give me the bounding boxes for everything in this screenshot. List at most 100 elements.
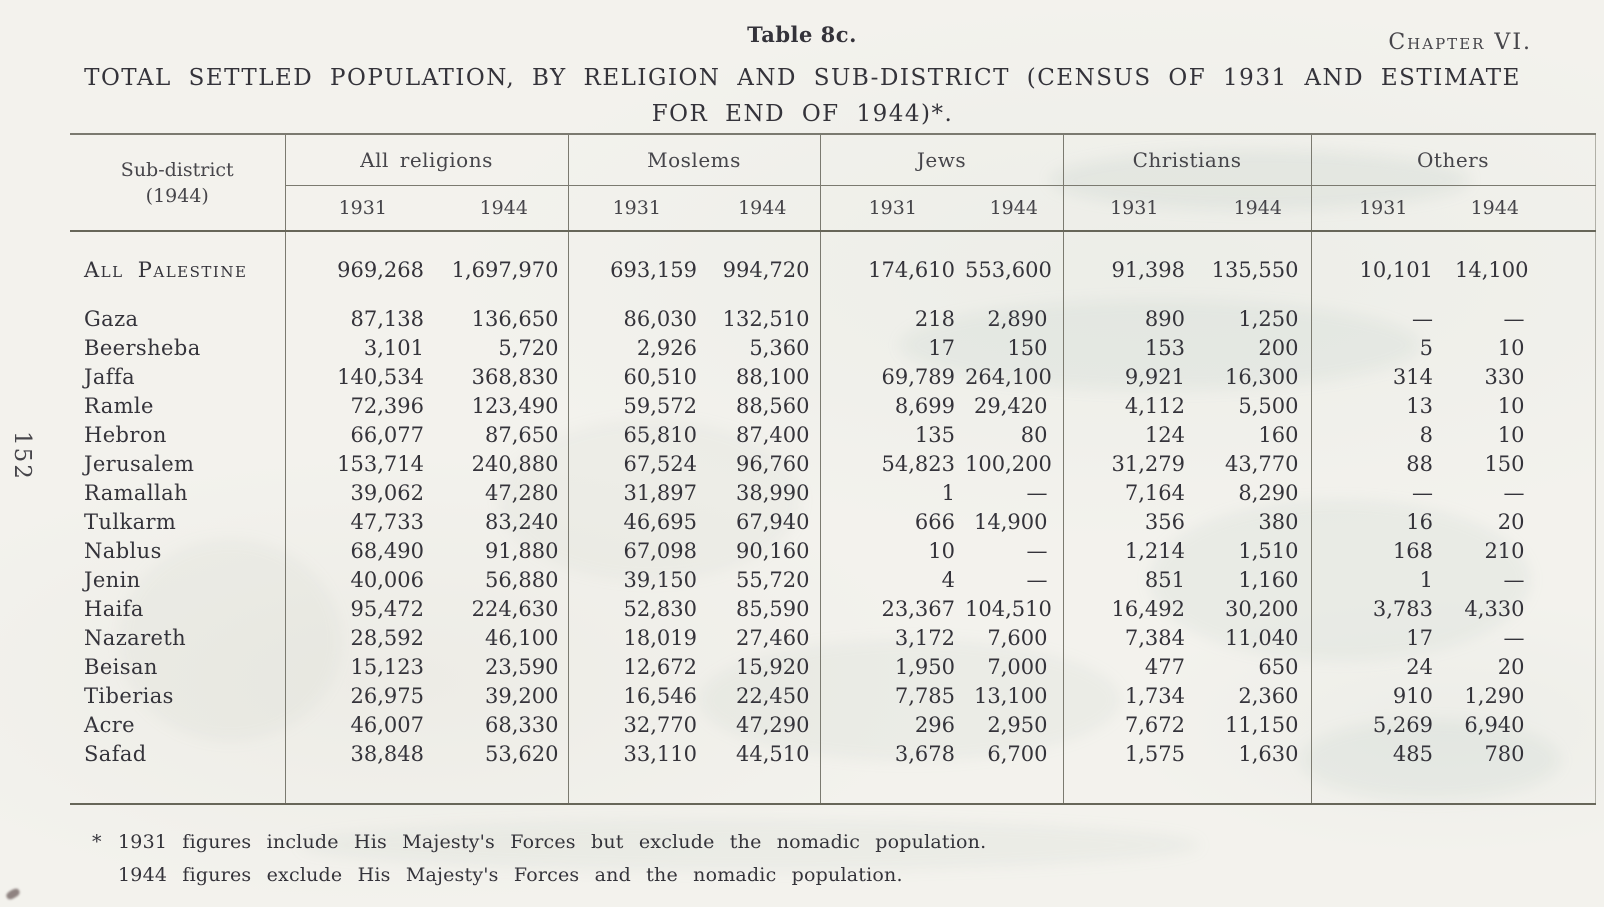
year-header-1931: 1931 xyxy=(1310,185,1456,232)
year-header-1944: 1944 xyxy=(1455,185,1596,232)
table-cell: 5,360 xyxy=(749,336,810,360)
year-header-row: 1931 1944 1931 1944 1931 1944 1931 1944 … xyxy=(70,185,1596,232)
table-cell: 2,926 xyxy=(567,334,706,363)
table-label: Table 8c. xyxy=(747,22,857,47)
table-cell: 54,823 xyxy=(819,450,966,479)
table-cell: 26,975 xyxy=(284,682,440,711)
ink-mark xyxy=(4,887,22,901)
row-label: Nablus xyxy=(84,539,162,563)
table-footnote: * 1931 figures include His Majesty's Forc… xyxy=(92,826,986,892)
table-cell: 1,214 xyxy=(1062,537,1206,566)
table-cell: 135,550 xyxy=(1211,258,1299,282)
year-header-1931: 1931 xyxy=(1062,185,1206,232)
table-cell: 8 xyxy=(1310,421,1456,450)
table-cell: 1,510 xyxy=(1238,539,1299,563)
table-cell: 356 xyxy=(1062,508,1206,537)
table-cell: 3,678 xyxy=(819,740,966,804)
footnote-text-1: 1931 figures include His Majesty's Force… xyxy=(118,831,987,853)
table-cell: 5,500 xyxy=(1238,394,1299,418)
column-group-others: Others xyxy=(1310,134,1596,186)
stub-header-line-2: (1944) xyxy=(145,184,209,207)
table-cell: 12,672 xyxy=(567,653,706,682)
table-cell: 7,785 xyxy=(819,682,966,711)
table-cell: 87,650 xyxy=(485,423,559,447)
table-cell: 104,510 xyxy=(965,597,1052,621)
footnote-text-2: 1944 figures exclude His Majesty's Force… xyxy=(118,864,903,886)
table-row: Ramallah 39,062 47,280 31,897 38,990 1 — 7,164 8… xyxy=(70,479,1595,508)
year-header-1944: 1944 xyxy=(440,185,569,232)
table-cell: 95,472 xyxy=(284,595,440,624)
row-label: Gaza xyxy=(84,307,139,331)
table-cell: 10 xyxy=(1497,423,1525,447)
title-line-2: FOR END OF 1944)*. xyxy=(651,101,954,127)
table-cell: 1,290 xyxy=(1464,684,1525,708)
table-cell: 68,330 xyxy=(485,713,559,737)
table-cell: 18,019 xyxy=(567,624,706,653)
row-label: Ramallah xyxy=(84,481,188,505)
table-cell: 994,720 xyxy=(722,258,810,282)
table-cell: 39,062 xyxy=(284,479,440,508)
table-cell: 20 xyxy=(1497,510,1525,534)
table-cell: 1,575 xyxy=(1062,740,1206,804)
row-label: Tulkarm xyxy=(84,510,177,534)
table-cell: 4,112 xyxy=(1062,392,1206,421)
table-cell: 56,880 xyxy=(485,568,559,592)
table-row: Beisan 15,123 23,590 12,672 15,920 1,950 7,000… xyxy=(70,653,1595,682)
table-cell: 1,697,970 xyxy=(451,258,559,282)
table-cell: 86,030 xyxy=(567,305,706,334)
table-cell: 10 xyxy=(1497,394,1525,418)
table-cell: 100,200 xyxy=(965,452,1052,476)
table-cell: 160 xyxy=(1258,423,1299,447)
row-label: Acre xyxy=(84,713,135,737)
table-cell: 16,546 xyxy=(567,682,706,711)
table-cell: 88,100 xyxy=(736,365,810,389)
table-row: Jerusalem 153,714 240,880 67,524 96,760 54,82… xyxy=(70,450,1595,479)
table-cell: 14,100 xyxy=(1455,258,1529,282)
table-cell: 330 xyxy=(1484,365,1525,389)
table-cell: 553,600 xyxy=(965,258,1052,282)
row-label: Hebron xyxy=(84,423,167,447)
table-cell: 4,330 xyxy=(1464,597,1525,621)
table-row: Jenin 40,006 56,880 39,150 55,720 4 — 851 1,160 1… xyxy=(70,566,1595,595)
row-label: Haifa xyxy=(84,597,144,621)
table-cell: 88 xyxy=(1310,450,1456,479)
table-cell: 38,848 xyxy=(284,740,440,804)
row-label: Jerusalem xyxy=(84,452,195,476)
row-label: Beisan xyxy=(84,655,158,679)
column-group-all-religions: All religions xyxy=(284,134,569,186)
table-cell: 3,783 xyxy=(1310,595,1456,624)
table-cell: 153,714 xyxy=(284,450,440,479)
table-cell: 140,534 xyxy=(284,363,440,392)
row-label: Nazareth xyxy=(84,626,187,650)
table-cell: 314 xyxy=(1310,363,1456,392)
table-cell: 1,630 xyxy=(1238,742,1299,766)
table-cell: 52,830 xyxy=(567,595,706,624)
table-cell: — xyxy=(1026,568,1048,592)
table-cell: 20 xyxy=(1497,655,1525,679)
column-group-christians: Christians xyxy=(1062,134,1312,186)
table-cell: 7,384 xyxy=(1062,624,1206,653)
table-cell: 11,040 xyxy=(1225,626,1299,650)
table-row: Hebron 66,077 87,650 65,810 87,400 135 80 124 16… xyxy=(70,421,1595,450)
table-cell: 17 xyxy=(819,334,966,363)
table-cell: 851 xyxy=(1062,566,1206,595)
table-cell: 47,290 xyxy=(736,713,810,737)
table-cell: 11,150 xyxy=(1225,713,1299,737)
row-label: Ramle xyxy=(84,394,154,418)
table-cell: 85,590 xyxy=(736,597,810,621)
table-cell: 890 xyxy=(1062,305,1206,334)
table-cell: 153 xyxy=(1062,334,1206,363)
row-label: Tiberias xyxy=(84,684,174,708)
table-cell: 5,269 xyxy=(1310,711,1456,740)
table-cell: 47,733 xyxy=(284,508,440,537)
table-cell: 16 xyxy=(1310,508,1456,537)
table-row: Jaffa 140,534 368,830 60,510 88,100 69,789 264… xyxy=(70,363,1595,392)
table-cell: 47,280 xyxy=(485,481,559,505)
table-cell: 7,672 xyxy=(1062,711,1206,740)
table-cell: 10,101 xyxy=(1310,231,1456,305)
table-cell: — xyxy=(1026,481,1048,505)
table-cell: 150 xyxy=(1007,336,1048,360)
table-cell: 693,159 xyxy=(567,231,706,305)
table-cell: 218 xyxy=(819,305,966,334)
table-row: Nablus 68,490 91,880 67,098 90,160 10 — 1,214 1,… xyxy=(70,537,1595,566)
